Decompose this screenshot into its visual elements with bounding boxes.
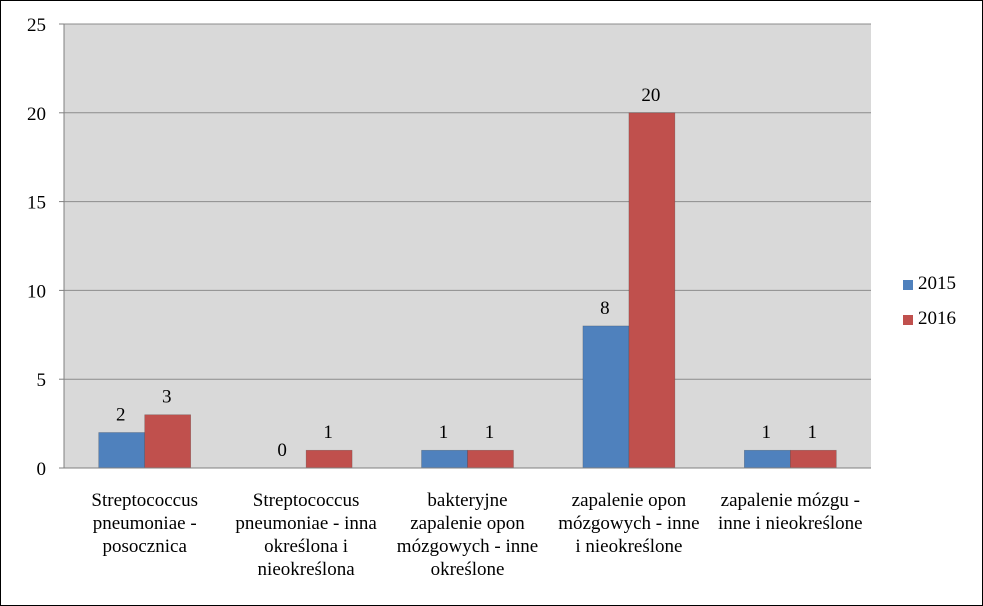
y-tick-label: 10 [27,281,46,302]
x-axis-labels: Streptococcus pneumoniae -posocznica Strep… [91,490,862,580]
y-tick-label: 15 [27,193,46,214]
x-tick-label: Streptococcus pneumoniae -posocznica [91,490,198,557]
x-tick-label: zapalenie mózgu -inne i nieokreślone [718,490,863,534]
data-label: 1 [762,422,772,443]
bar-2016 [628,112,676,469]
bar-2016 [144,414,191,469]
x-tick-label: bakteryjne zapalenie opon mózgowych - inne… [397,490,538,580]
legend-item-2016: 2016 [903,308,978,343]
bar-2016 [789,449,837,469]
legend-item-2015: 2015 [903,273,978,308]
data-label: 1 [323,422,333,443]
y-tick-label: 20 [27,104,46,125]
data-label: 2 [116,404,126,425]
bar-2016 [467,449,514,469]
gridlines [64,23,871,380]
data-label: 1 [485,422,495,443]
data-label: 1 [808,422,818,443]
data-label: 20 [641,85,660,106]
legend-label-2015: 2015 [918,273,956,294]
legend-label-2016: 2016 [918,308,956,329]
data-label: 0 [277,440,287,461]
plot-area [64,24,871,468]
bar-2015 [743,449,791,469]
legend: 2015 2016 [903,273,978,343]
x-tick-label: Streptococcus pneumoniae - inna określona … [235,490,377,580]
y-tick-label: 0 [37,459,47,480]
data-label: 8 [600,298,610,319]
bar-2015 [421,449,468,469]
bar-2016 [305,449,353,469]
data-label: 3 [162,387,172,408]
bar-2015 [98,432,145,469]
bar-2015 [582,325,630,469]
y-tick-label: 5 [37,370,47,391]
x-tick-label: zapalenie opon mózgowych - inne i nieokreś… [558,490,699,557]
y-tick-label: 25 [27,15,46,36]
legend-swatch-2016 [903,315,913,325]
y-axis-ticks: 0 5 10 15 20 25 [27,15,64,480]
legend-swatch-2015 [903,280,913,290]
data-label: 1 [439,422,449,443]
